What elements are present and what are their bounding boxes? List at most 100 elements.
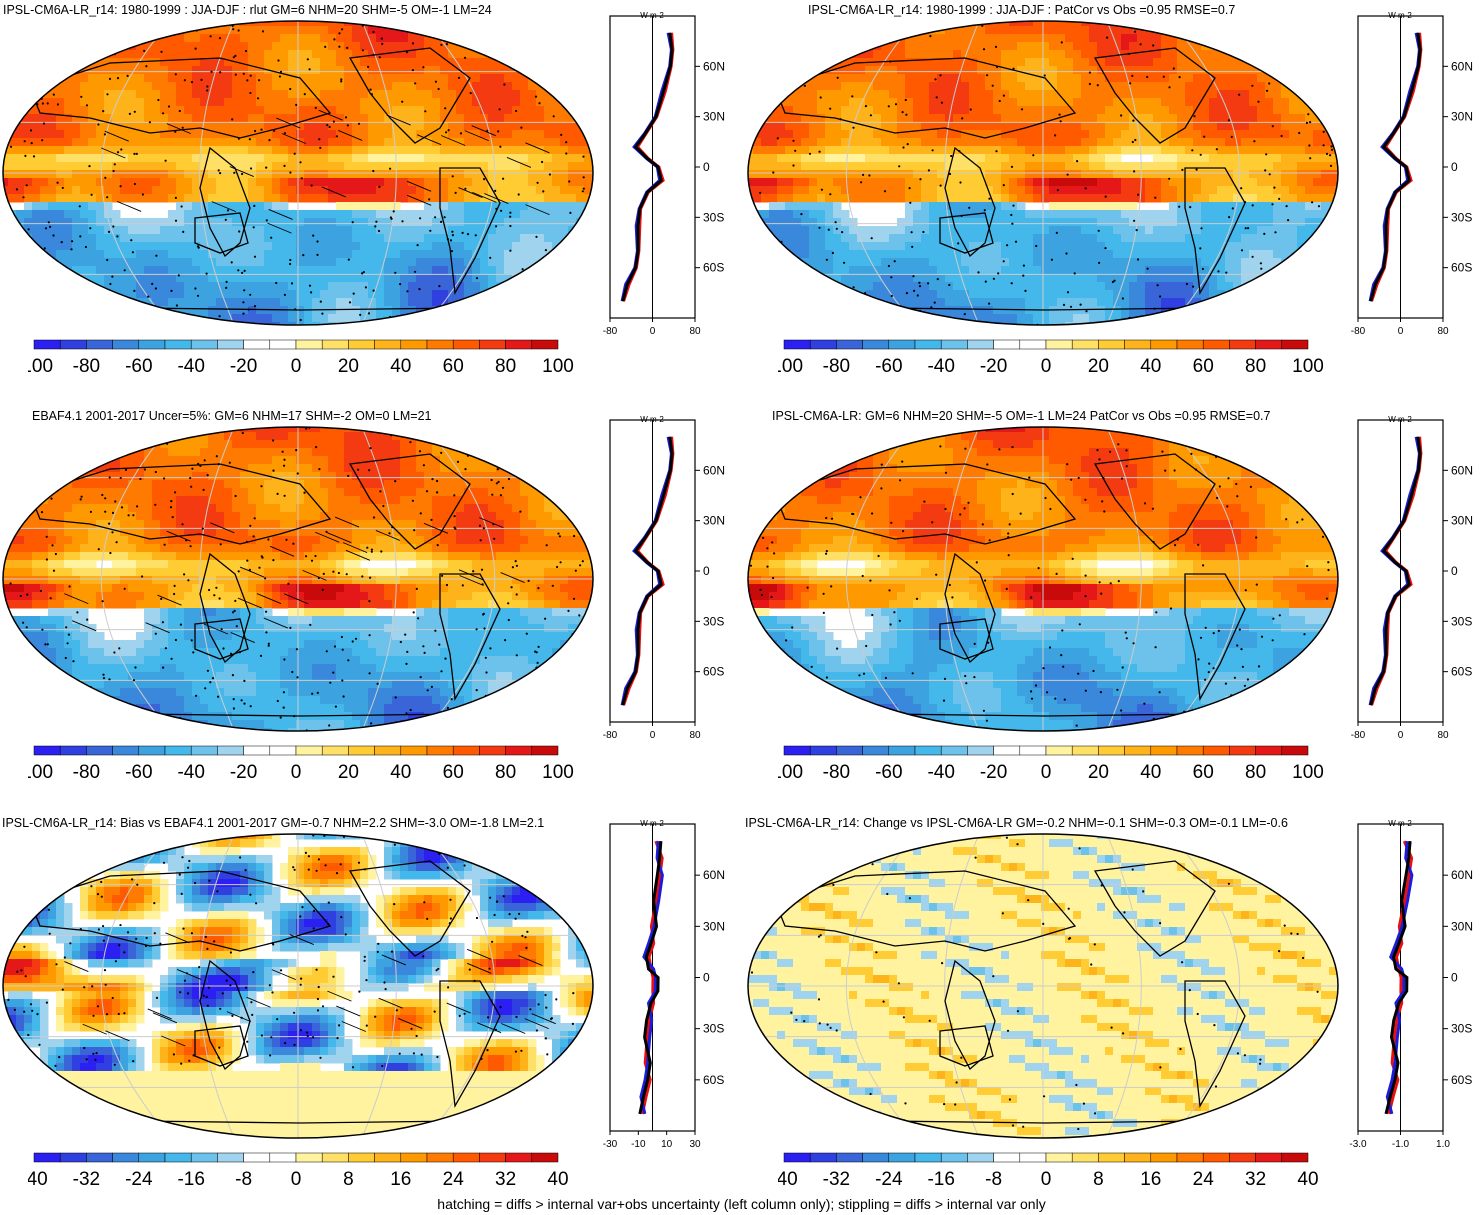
x-tick-label: 80 — [689, 326, 701, 337]
colorbar-label: -40 — [177, 762, 204, 782]
hatching — [101, 109, 550, 234]
colorbar-swatch — [348, 339, 375, 350]
colorbar-swatch — [138, 339, 166, 350]
colorbar-swatch — [914, 745, 942, 756]
profile-series — [1385, 840, 1414, 1115]
colorbar-swatch — [809, 1152, 837, 1163]
profile-series — [621, 32, 674, 302]
colorbar-label: -16 — [177, 1169, 204, 1189]
colorbar-label: 20 — [338, 356, 359, 376]
unit-label: W m-2 — [640, 415, 664, 424]
colorbar-swatch — [59, 745, 87, 756]
colorbar-swatch — [86, 1152, 113, 1163]
colorbar-swatch — [59, 1152, 87, 1163]
lat-tick-label: 60S — [703, 665, 724, 679]
lat-tick-label: 60N — [1451, 463, 1473, 477]
colorbar-label: -80 — [73, 762, 100, 782]
panel-title: EBAF4.1 2001-2017 Uncer=5%: GM=6 NHM=17 … — [32, 409, 432, 423]
x-tick-label: 0 — [1398, 326, 1404, 337]
colorbar-label: 60 — [443, 762, 464, 782]
colorbar-label: -80 — [73, 356, 100, 376]
x-tick-label: 80 — [689, 730, 701, 741]
lat-tick-label: 30S — [703, 210, 724, 224]
panel-title: IPSL-CM6A-LR_r14: Change vs IPSL-CM6A-LR… — [745, 816, 1288, 830]
colorbar-swatch — [33, 339, 61, 350]
colorbar-swatch — [1045, 745, 1073, 756]
unit-label: W m-2 — [640, 819, 664, 828]
colorbar-swatch — [993, 339, 1021, 350]
colorbar-swatch — [1150, 1152, 1178, 1163]
colorbar-swatch — [531, 745, 559, 756]
profile-series — [639, 840, 664, 1115]
colorbar-swatch — [1202, 1152, 1230, 1163]
graticule — [3, 21, 593, 325]
x-tick-label: -10 — [631, 1139, 646, 1150]
colorbar-swatch — [836, 339, 863, 350]
lat-tick-label: 60N — [703, 59, 725, 73]
colorbar-swatch — [243, 745, 271, 756]
colorbar-swatch — [295, 339, 323, 350]
colorbar-swatch — [1098, 745, 1125, 756]
colorbar-swatch — [33, 1152, 61, 1163]
colorbar-label: 40 — [1140, 762, 1161, 782]
profile-series — [621, 436, 674, 706]
colorbar-swatch — [1071, 745, 1099, 756]
profile-series — [1384, 840, 1412, 1115]
colorbar-swatch — [33, 745, 61, 756]
colorbar-swatch — [426, 745, 454, 756]
colorbar-label: -100 — [778, 356, 803, 376]
profile-series — [620, 32, 673, 302]
colorbar-label: 20 — [1088, 356, 1109, 376]
colorbar-swatch — [1150, 745, 1178, 756]
lat-tick-label: 30N — [1451, 919, 1473, 933]
x-tick-label: 80 — [1437, 730, 1449, 741]
colorbar-swatch — [1124, 339, 1152, 350]
unit-label: W m-2 — [1388, 11, 1412, 20]
colorbar-swatch — [888, 339, 916, 350]
colorbar-swatch — [190, 1152, 218, 1163]
colorbar: -100 -80 -60 -40 -20 0 20 40 60 80 100 — [778, 339, 1324, 376]
colorbar-swatch — [505, 339, 533, 350]
zonal-mean-profile: W m-2 60N 30N 0 30S 60S -80 0 80 — [1351, 11, 1473, 337]
x-tick-label: 0 — [1398, 730, 1404, 741]
map-field — [3, 427, 593, 731]
zonal-mean-profile: W m-2 60N 30N 0 30S 60S -80 0 80 — [1351, 415, 1473, 741]
colorbar: -100 -80 -60 -40 -20 0 20 40 60 80 100 — [28, 745, 574, 782]
lat-tick-label: 0 — [703, 971, 710, 985]
footnote: hatching = diffs > internal var+obs unce… — [437, 1196, 1046, 1212]
colorbar-swatch — [190, 339, 218, 350]
colorbar-label: 16 — [1140, 1169, 1161, 1189]
colorbar-label: 0 — [291, 1169, 302, 1189]
map-field — [748, 834, 1338, 1138]
colorbar-swatch — [1071, 1152, 1099, 1163]
colorbar-label: 0 — [291, 762, 302, 782]
colorbar-swatch — [1176, 745, 1204, 756]
colorbar-swatch — [164, 745, 192, 756]
colorbar-swatch — [321, 745, 349, 756]
colorbar-label: 100 — [1292, 356, 1324, 376]
lat-tick-label: 30N — [703, 919, 725, 933]
colorbar-label: 100 — [542, 356, 574, 376]
map-panel — [747, 20, 1339, 326]
colorbar-label: -60 — [125, 356, 152, 376]
colorbar-label: -8 — [985, 1169, 1002, 1189]
colorbar-label: 60 — [1193, 762, 1214, 782]
colorbar-swatch — [400, 745, 428, 756]
lat-tick-label: 30S — [703, 1022, 724, 1036]
colorbar-swatch — [1124, 745, 1152, 756]
colorbar-swatch — [993, 745, 1021, 756]
colorbar-label: -8 — [235, 1169, 252, 1189]
colorbar-swatch — [86, 745, 113, 756]
colorbar-label: -20 — [980, 762, 1007, 782]
colorbar-swatch — [1124, 1152, 1152, 1163]
colorbar-swatch — [1281, 1152, 1309, 1163]
lat-tick-label: 60S — [703, 261, 724, 275]
colorbar-swatch — [1255, 1152, 1283, 1163]
profile-series — [638, 840, 663, 1115]
colorbar-label: 80 — [1245, 356, 1266, 376]
colorbar-swatch — [348, 1152, 375, 1163]
colorbar-swatch — [531, 339, 559, 350]
colorbar-swatch — [1019, 745, 1047, 756]
colorbar-swatch — [967, 339, 994, 350]
colorbar-swatch — [59, 339, 87, 350]
